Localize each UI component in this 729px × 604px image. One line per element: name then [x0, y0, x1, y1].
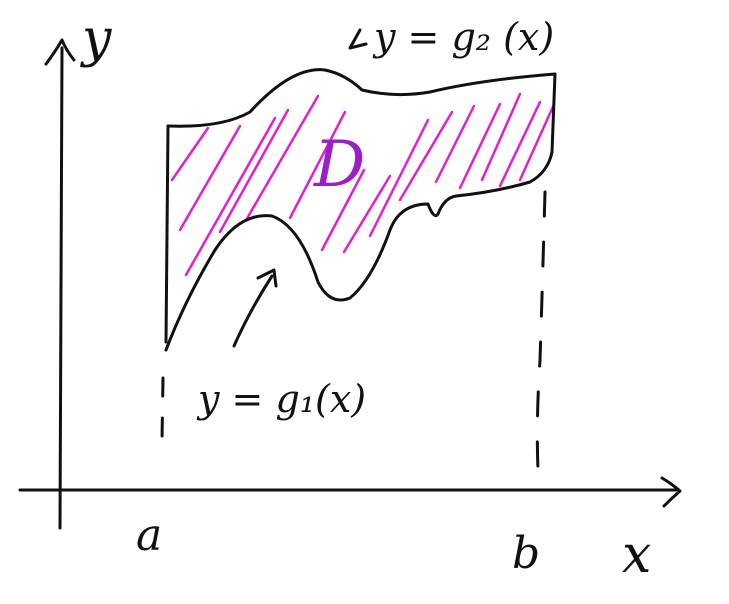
hatch-line	[480, 92, 522, 182]
upper-curve-label: y = g₂ (x)	[372, 15, 554, 59]
lower-curve-label: y = g₁(x)	[196, 377, 366, 421]
hatch-line	[498, 100, 542, 188]
y-axis	[44, 38, 76, 530]
upper-curve-arrow-icon	[348, 28, 368, 50]
bound-b-label: b	[512, 528, 540, 579]
right-boundary	[550, 72, 557, 154]
hatch-line	[434, 104, 476, 184]
region-label: D	[313, 128, 365, 202]
hatch-line	[368, 118, 430, 238]
lower-curve-arrow-shaft	[232, 274, 274, 348]
bound-a-dashed-line	[160, 376, 165, 442]
hatch-line	[170, 126, 210, 182]
hatch-line	[218, 108, 290, 234]
x-axis-label: x	[622, 525, 651, 585]
region-hatching	[170, 92, 555, 277]
hatch-line	[398, 110, 454, 202]
bound-a-label: a	[136, 510, 162, 561]
hatch-line	[458, 102, 502, 190]
hatch-line	[178, 124, 242, 232]
upper-curve-g2	[166, 68, 557, 128]
hatch-line	[342, 174, 392, 254]
hatch-line	[243, 94, 320, 224]
x-axis	[18, 476, 682, 508]
hatch-line	[184, 116, 277, 277]
lower-curve-g1	[164, 150, 554, 352]
x-axis-arrowhead-icon	[660, 476, 682, 508]
bound-b-dashed-line	[535, 190, 547, 472]
lower-curve-arrow-icon	[256, 268, 278, 288]
y-axis-line	[58, 46, 64, 530]
left-boundary	[164, 124, 170, 344]
hatch-line	[320, 168, 366, 252]
hatch-line	[518, 98, 555, 182]
y-axis-arrowhead-icon	[44, 38, 76, 66]
hatch-line	[288, 110, 347, 220]
y-axis-label: y	[80, 9, 112, 69]
